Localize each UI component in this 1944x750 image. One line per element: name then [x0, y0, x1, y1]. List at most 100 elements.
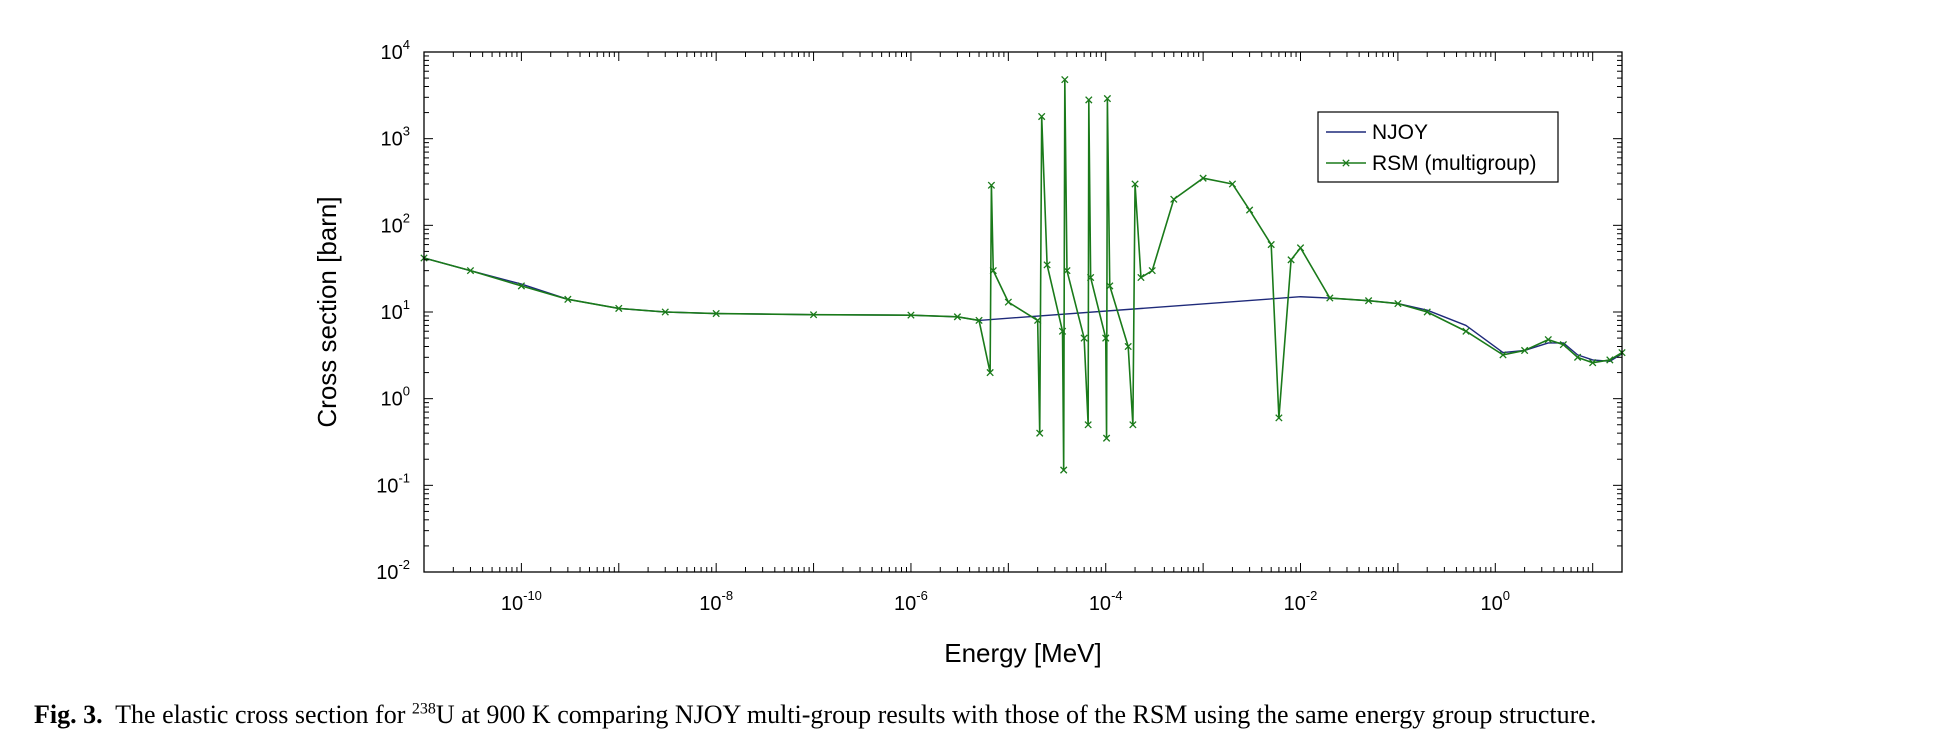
x-marker-stroke [953, 313, 962, 321]
data-point [1499, 351, 1507, 359]
x-marker-stroke [1106, 282, 1114, 290]
legend-box [1317, 111, 1559, 183]
x-marker-stroke [1080, 334, 1088, 342]
x-marker-stroke [1102, 434, 1111, 442]
x-marker-stroke [712, 309, 720, 318]
x-marker-stroke [1004, 298, 1013, 306]
x-marker-stroke [1036, 429, 1044, 437]
data-point [1086, 273, 1095, 282]
x-marker-stroke [1520, 346, 1529, 355]
x-axis-tick-labels: 10-10 10-8 10-6 10-4 10-2 100 [501, 588, 1510, 615]
x-marker-stroke [1589, 359, 1597, 367]
data-point [1148, 266, 1156, 275]
x-marker-stroke [1326, 294, 1334, 302]
figure-caption: Fig. 3. The elastic cross section for 23… [34, 700, 1934, 730]
x-marker-stroke [1058, 327, 1067, 335]
x-marker-stroke [809, 311, 818, 319]
x-marker-stroke [1170, 195, 1178, 203]
x-marker-stroke [1103, 94, 1112, 103]
x-marker-stroke [1060, 466, 1068, 474]
y-tick-label: 102 [381, 210, 410, 237]
x-marker-stroke [1148, 266, 1156, 275]
x-marker-stroke [1085, 96, 1093, 104]
data-point [989, 266, 997, 275]
x-marker-stroke [1394, 299, 1402, 308]
x-marker-stroke [1267, 240, 1275, 249]
data-point [1063, 266, 1071, 275]
data-point [1106, 282, 1114, 290]
x-marker-stroke [1364, 297, 1373, 305]
y-tick-label: 10-1 [376, 470, 410, 497]
x-marker-stroke [1245, 206, 1254, 214]
x-marker-stroke [1544, 335, 1552, 344]
series-line-njoy [423, 257, 1623, 362]
data-point [1606, 356, 1614, 364]
data-point [1043, 261, 1051, 269]
data-point [517, 282, 526, 290]
data-point [1124, 342, 1132, 351]
x-marker-stroke [1124, 342, 1132, 351]
axis-ticks [423, 51, 1623, 573]
data-point [1589, 359, 1597, 367]
legend-entry-rsm: RSM (multigroup) [1372, 152, 1537, 175]
y-tick-label: 101 [381, 297, 410, 324]
y-axis-tick-labels: 10-2 10-1 100 101 102 103 104 [376, 37, 410, 584]
data-point [615, 304, 623, 313]
isotope-mass-number: 238 [411, 700, 436, 718]
data-point [1573, 353, 1582, 361]
data-point [1085, 96, 1093, 104]
data-point [1038, 112, 1046, 121]
x-marker-stroke [1033, 316, 1042, 325]
data-point [466, 266, 475, 275]
data-point [1036, 429, 1044, 437]
x-marker-stroke [1063, 266, 1071, 275]
data-point [1058, 327, 1067, 335]
data-point [1170, 195, 1178, 203]
x-marker-stroke [1084, 421, 1092, 429]
x-marker-stroke [975, 316, 983, 325]
data-point [907, 311, 915, 319]
x-marker-stroke [517, 282, 526, 290]
x-marker-stroke [1462, 327, 1470, 335]
data-point [1129, 421, 1137, 429]
data-point [1245, 206, 1254, 214]
data-point [1084, 421, 1092, 429]
legend-marker-rsm [1342, 159, 1350, 167]
x-marker-stroke [1499, 351, 1507, 359]
data-point [1131, 180, 1139, 188]
legend: NJOY RSM (multigroup) [1317, 111, 1559, 183]
x-tick-label: 100 [1481, 588, 1510, 615]
y-tick-label: 103 [381, 124, 410, 151]
x-marker-stroke [1606, 356, 1614, 364]
x-marker-stroke [1228, 180, 1237, 188]
x-marker-stroke [661, 308, 669, 316]
data-point [1544, 335, 1552, 344]
y-tick-label: 104 [381, 37, 410, 64]
data-point [564, 295, 572, 303]
data-point [1103, 94, 1112, 103]
x-marker-stroke [1199, 174, 1207, 182]
data-point [986, 368, 994, 377]
caption-text-before: The elastic cross section for [115, 700, 412, 729]
x-marker-stroke [1061, 75, 1069, 84]
x-marker-stroke [564, 295, 572, 303]
data-point [1296, 244, 1305, 252]
data-point [1559, 340, 1568, 349]
data-point [1033, 316, 1042, 325]
data-point [975, 316, 983, 325]
x-marker-stroke [907, 311, 915, 319]
data-point [1102, 434, 1111, 442]
x-marker-stroke [1573, 353, 1582, 361]
caption-text-after: U at 900 K comparing NJOY multi-group re… [435, 700, 1597, 729]
x-marker-stroke [1296, 244, 1305, 252]
legend-entry-njoy: NJOY [1372, 121, 1428, 144]
x-marker-stroke [1102, 334, 1110, 342]
x-marker-stroke [1423, 308, 1431, 316]
figure-label: Fig. 3. [34, 700, 103, 729]
x-marker-stroke [615, 304, 623, 313]
y-tick-label: 100 [381, 384, 410, 411]
legend-marker [1342, 159, 1350, 167]
data-point [1275, 414, 1283, 422]
x-marker-stroke [1038, 112, 1046, 121]
data-point [1137, 273, 1145, 282]
